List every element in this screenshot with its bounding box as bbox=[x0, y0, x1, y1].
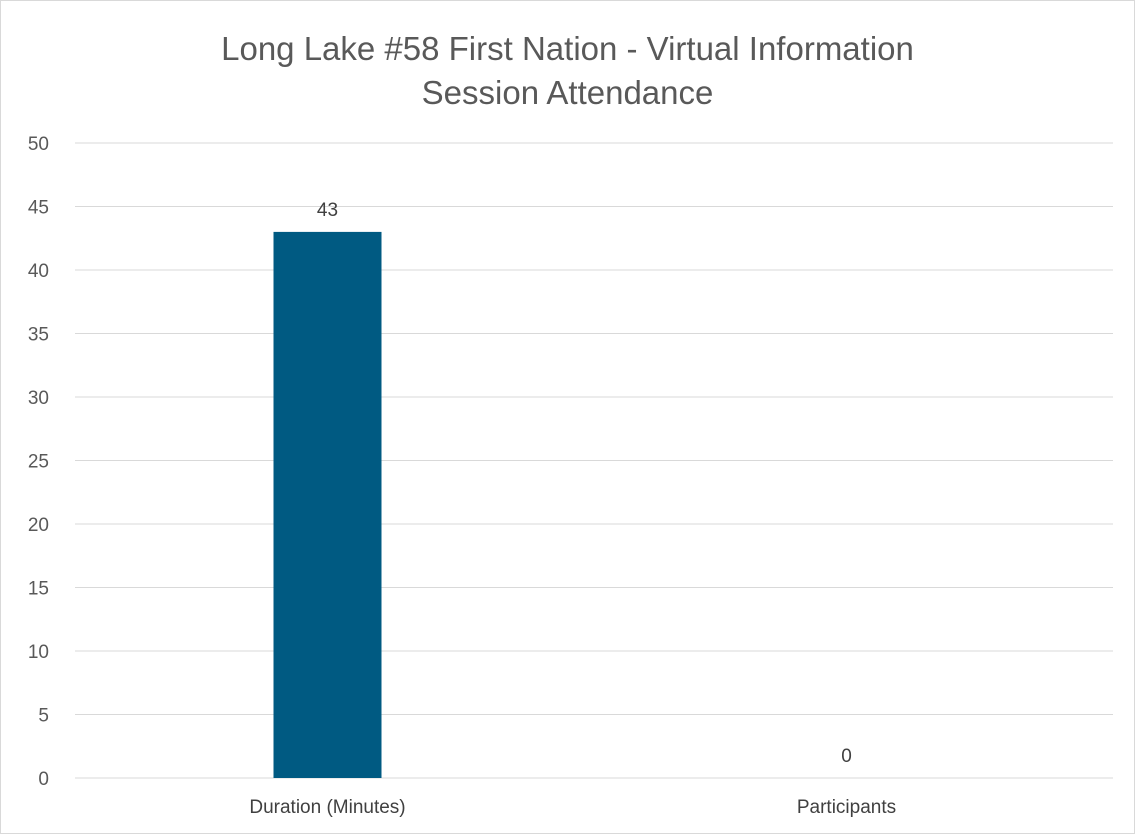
y-axis-tick-labels: 0 5 10 15 20 25 30 35 40 45 50 bbox=[28, 134, 49, 790]
y-tick-label-20: 20 bbox=[28, 515, 49, 536]
chart-title-line-2: Session Attendance bbox=[421, 74, 714, 111]
gridlines bbox=[75, 142, 1113, 779]
bar-0 bbox=[273, 231, 382, 778]
chart-title: Long Lake #58 First Nation - Virtual Inf… bbox=[1, 27, 1134, 115]
y-tick-label-30: 30 bbox=[28, 388, 49, 409]
data-label-0: 43 bbox=[317, 200, 338, 221]
bars bbox=[273, 231, 382, 778]
data-labels: 43 0 bbox=[317, 200, 852, 767]
category-label-1: Participants bbox=[797, 797, 896, 818]
category-labels: Duration (Minutes) Participants bbox=[249, 797, 896, 818]
y-tick-label-35: 35 bbox=[28, 325, 49, 346]
y-tick-label-15: 15 bbox=[28, 579, 49, 600]
y-tick-label-45: 45 bbox=[28, 198, 49, 219]
data-label-1: 0 bbox=[841, 746, 852, 767]
y-tick-label-5: 5 bbox=[38, 706, 49, 727]
category-label-0: Duration (Minutes) bbox=[249, 797, 405, 818]
y-tick-label-10: 10 bbox=[28, 642, 49, 663]
y-tick-label-25: 25 bbox=[28, 452, 49, 473]
chart-title-line-1: Long Lake #58 First Nation - Virtual Inf… bbox=[221, 30, 914, 67]
y-tick-label-40: 40 bbox=[28, 261, 49, 282]
y-tick-label-0: 0 bbox=[38, 769, 49, 790]
y-tick-label-50: 50 bbox=[28, 134, 49, 155]
